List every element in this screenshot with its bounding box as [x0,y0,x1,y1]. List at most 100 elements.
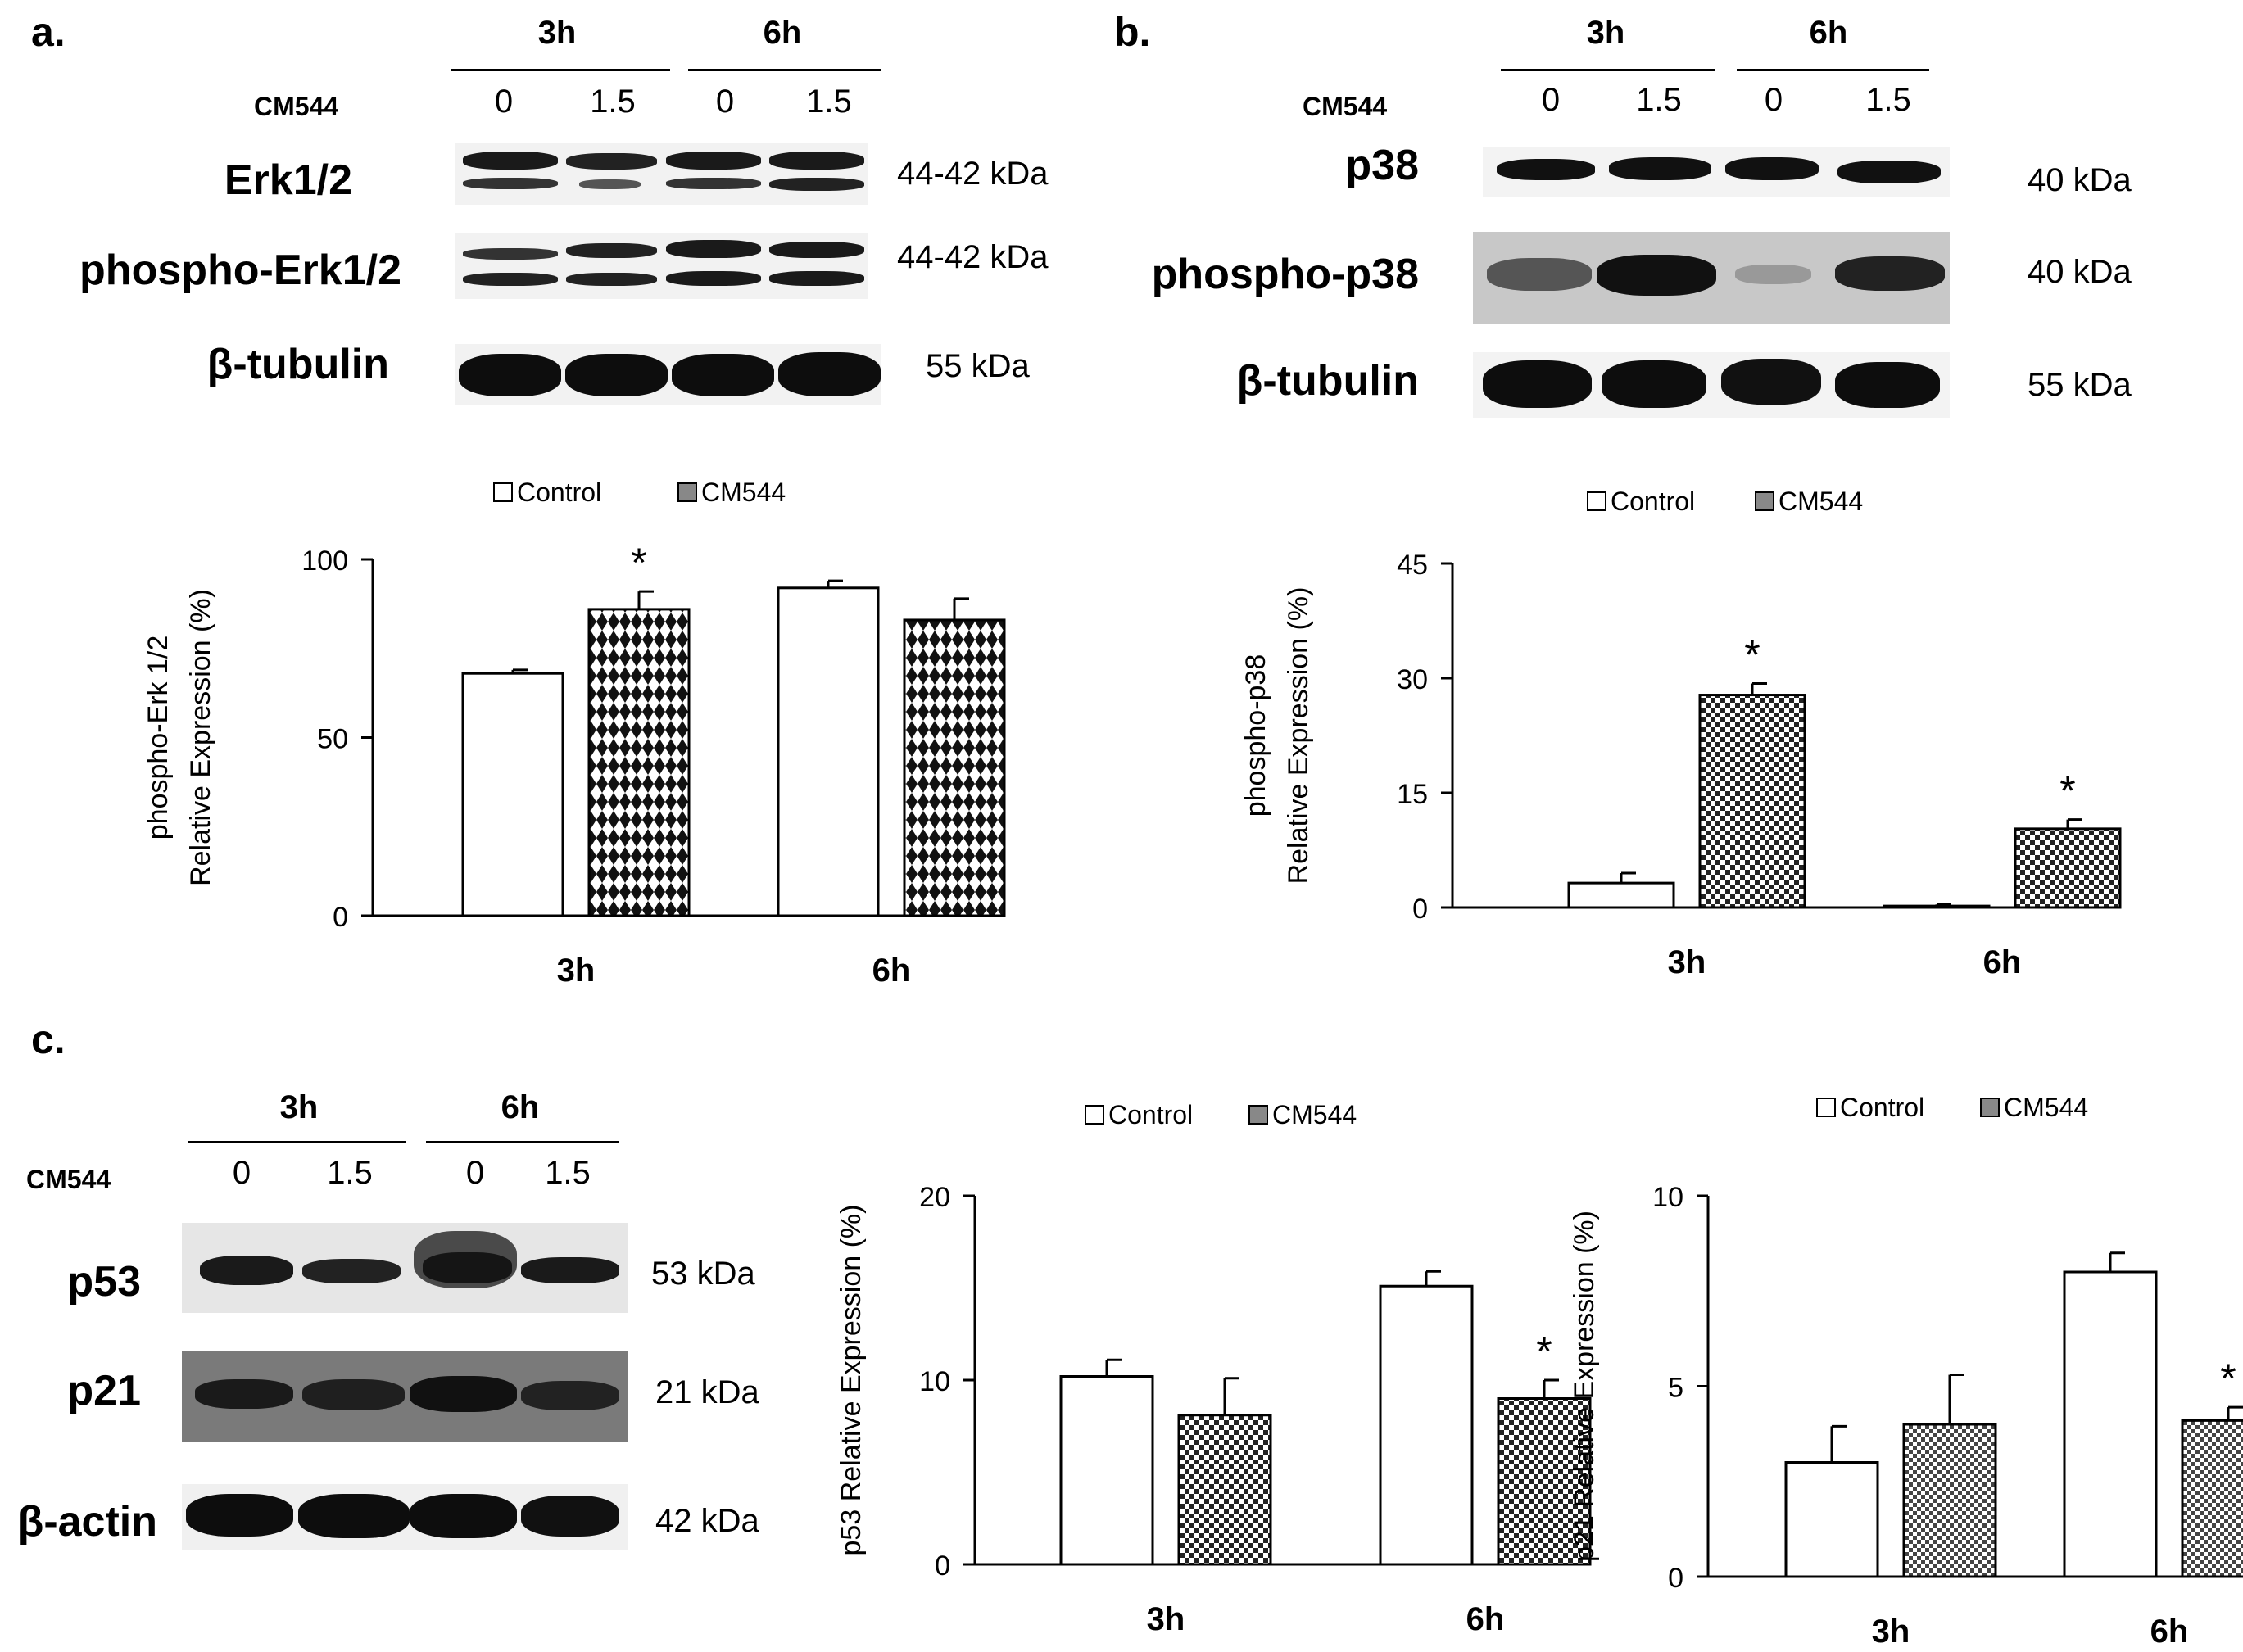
blot-b-dose-3: 0 [1764,82,1783,118]
panel-a-letter: a. [31,9,66,55]
p53-bar-cm544-6h [1497,1397,1592,1566]
p21-bar-control-3h [1784,1461,1879,1578]
blot-a-dose-3: 0 [715,84,735,120]
p21-bar-cm544-3h [1902,1423,1997,1578]
p21-sig-star-1-1: * [2220,1356,2236,1401]
p53-ytick-label-0: 0 [935,1550,950,1582]
blot-a-erk-strip [455,143,868,205]
p21-category-6h: 6h [2150,1614,2189,1650]
blot-b-row3-kda: 55 kDa [2028,367,2132,403]
blot-b-tubulin-strip [1473,352,1950,418]
blot-c-rule-3h [188,1141,406,1143]
erk-category-3h: 3h [557,953,596,989]
blot-c-p21-strip [182,1351,628,1442]
p53-legend-swatch-1 [1248,1105,1268,1125]
blot-c-dose-2: 1.5 [327,1155,373,1191]
p21-legend-label-1: CM544 [2004,1093,2088,1122]
blot-a-rule-6h [688,69,881,71]
p21-ytick-label-0: 0 [1668,1563,1683,1594]
blot-a-phospho-erk-strip [455,233,868,299]
blot-b-dose-4: 1.5 [1865,82,1911,118]
blot-b-treatment-label: CM544 [1303,92,1388,121]
p38-legend-swatch-1 [1755,491,1774,511]
blot-a-dose-1: 0 [494,84,514,120]
p53-legend-label-1: CM544 [1272,1100,1357,1129]
p38-legend-swatch-0 [1587,491,1606,511]
p38-ytick-label-0: 0 [1412,894,1428,925]
blot-b-p38-strip [1483,147,1950,197]
p53-category-6h: 6h [1466,1601,1505,1637]
erk-ylabel-1: Relative Expression (%) [185,589,216,886]
erk-bar-cm544-6h [903,618,1006,917]
blot-c-row1-kda: 53 kDa [651,1256,755,1292]
erk-bar-control-6h [777,586,880,917]
blot-a-row2-label: phospho-Erk1/2 [79,247,401,294]
p38-sig-star-1-0: * [1744,632,1760,678]
blot-b-rule-6h [1737,69,1929,71]
p21-legend-swatch-1 [1980,1098,2000,1117]
blot-c-actin-strip [182,1484,628,1550]
blot-a-rule-3h [451,69,670,71]
blot-c-treatment-label: CM544 [26,1165,111,1194]
blot-b-rule-3h [1501,69,1715,71]
panel-b-letter: b. [1114,9,1151,55]
p53-bar-control-6h [1379,1284,1474,1566]
blot-c-row2-label: p21 [67,1367,141,1414]
blot-a-treatment-label: CM544 [254,92,339,121]
blot-a-time-3h: 3h [537,15,577,51]
p53-category-3h: 3h [1147,1601,1185,1637]
blot-b-row1-label: p38 [1345,142,1419,189]
p38-bar-cm544-3h [1698,694,1806,909]
blot-b-time-6h: 6h [1809,15,1848,51]
blot-a-row1-kda: 44-42 kDa [897,156,1049,192]
p53-ytick-label-1: 10 [919,1366,950,1397]
p38-ytick-label-2: 30 [1397,664,1428,695]
p53-sig-star-1-1: * [1536,1328,1552,1374]
erk-ytick-label-0: 0 [333,902,348,933]
p38-legend-label-0: Control [1611,487,1695,516]
erk-legend-swatch-0 [493,482,513,502]
p21-category-3h: 3h [1872,1614,1910,1650]
blot-c-time-6h: 6h [501,1089,540,1125]
p21-ytick-label-2: 10 [1652,1182,1683,1213]
erk-ytick-label-2: 100 [301,545,348,577]
p53-ytick-label-2: 20 [919,1182,950,1213]
blot-b-row2-label: phospho-p38 [1151,251,1419,298]
p38-legend-label-1: CM544 [1779,487,1863,516]
blot-a-row1-label: Erk1/2 [224,156,352,204]
p53-legend-swatch-0 [1085,1105,1104,1125]
p38-ylabel-1: Relative Expression (%) [1283,587,1314,885]
blot-c-row1-label: p53 [67,1258,141,1306]
p38-ytick-label-1: 15 [1397,779,1428,810]
p21-bar-cm544-6h [2181,1419,2243,1578]
p53-legend-label-0: Control [1108,1100,1193,1129]
p53-bar-control-3h [1059,1375,1154,1566]
erk-bar-cm544-3h [587,608,691,917]
p38-category-6h: 6h [1983,944,2022,980]
blot-c-dose-1: 0 [232,1155,251,1191]
blot-b-row3-label: β-tubulin [1236,357,1419,405]
p38-bar-cm544-6h [2014,827,2122,909]
p38-ytick-label-3: 45 [1397,550,1428,581]
erk-category-6h: 6h [872,953,911,989]
p21-legend-label-0: Control [1840,1093,1924,1122]
blot-a-tubulin-strip [455,344,881,405]
erk-legend-label-1: CM544 [701,477,786,507]
blot-b-row1-kda: 40 kDa [2028,162,2132,198]
panel-c-letter: c. [31,1016,66,1062]
blot-c-dose-3: 0 [465,1155,485,1191]
blot-c-time-3h: 3h [279,1089,319,1125]
erk-ytick-label-1: 50 [317,724,348,755]
erk-ylabel-0: phospho-Erk 1/2 [143,636,174,840]
p38-bar-control-6h [1883,904,1991,909]
erk-bar-control-3h [461,672,564,917]
blot-a-dose-4: 1.5 [806,84,852,120]
blot-c-row2-kda: 21 kDa [655,1374,759,1410]
blot-a-dose-2: 1.5 [590,84,636,120]
blot-c-rule-6h [426,1141,619,1143]
p21-ylabel-0: p21 Relative Expression (%) [1569,1211,1600,1562]
p38-category-3h: 3h [1668,944,1706,980]
blot-c-row3-label: β-actin [17,1498,157,1546]
blot-a-row3-kda: 55 kDa [926,348,1030,384]
